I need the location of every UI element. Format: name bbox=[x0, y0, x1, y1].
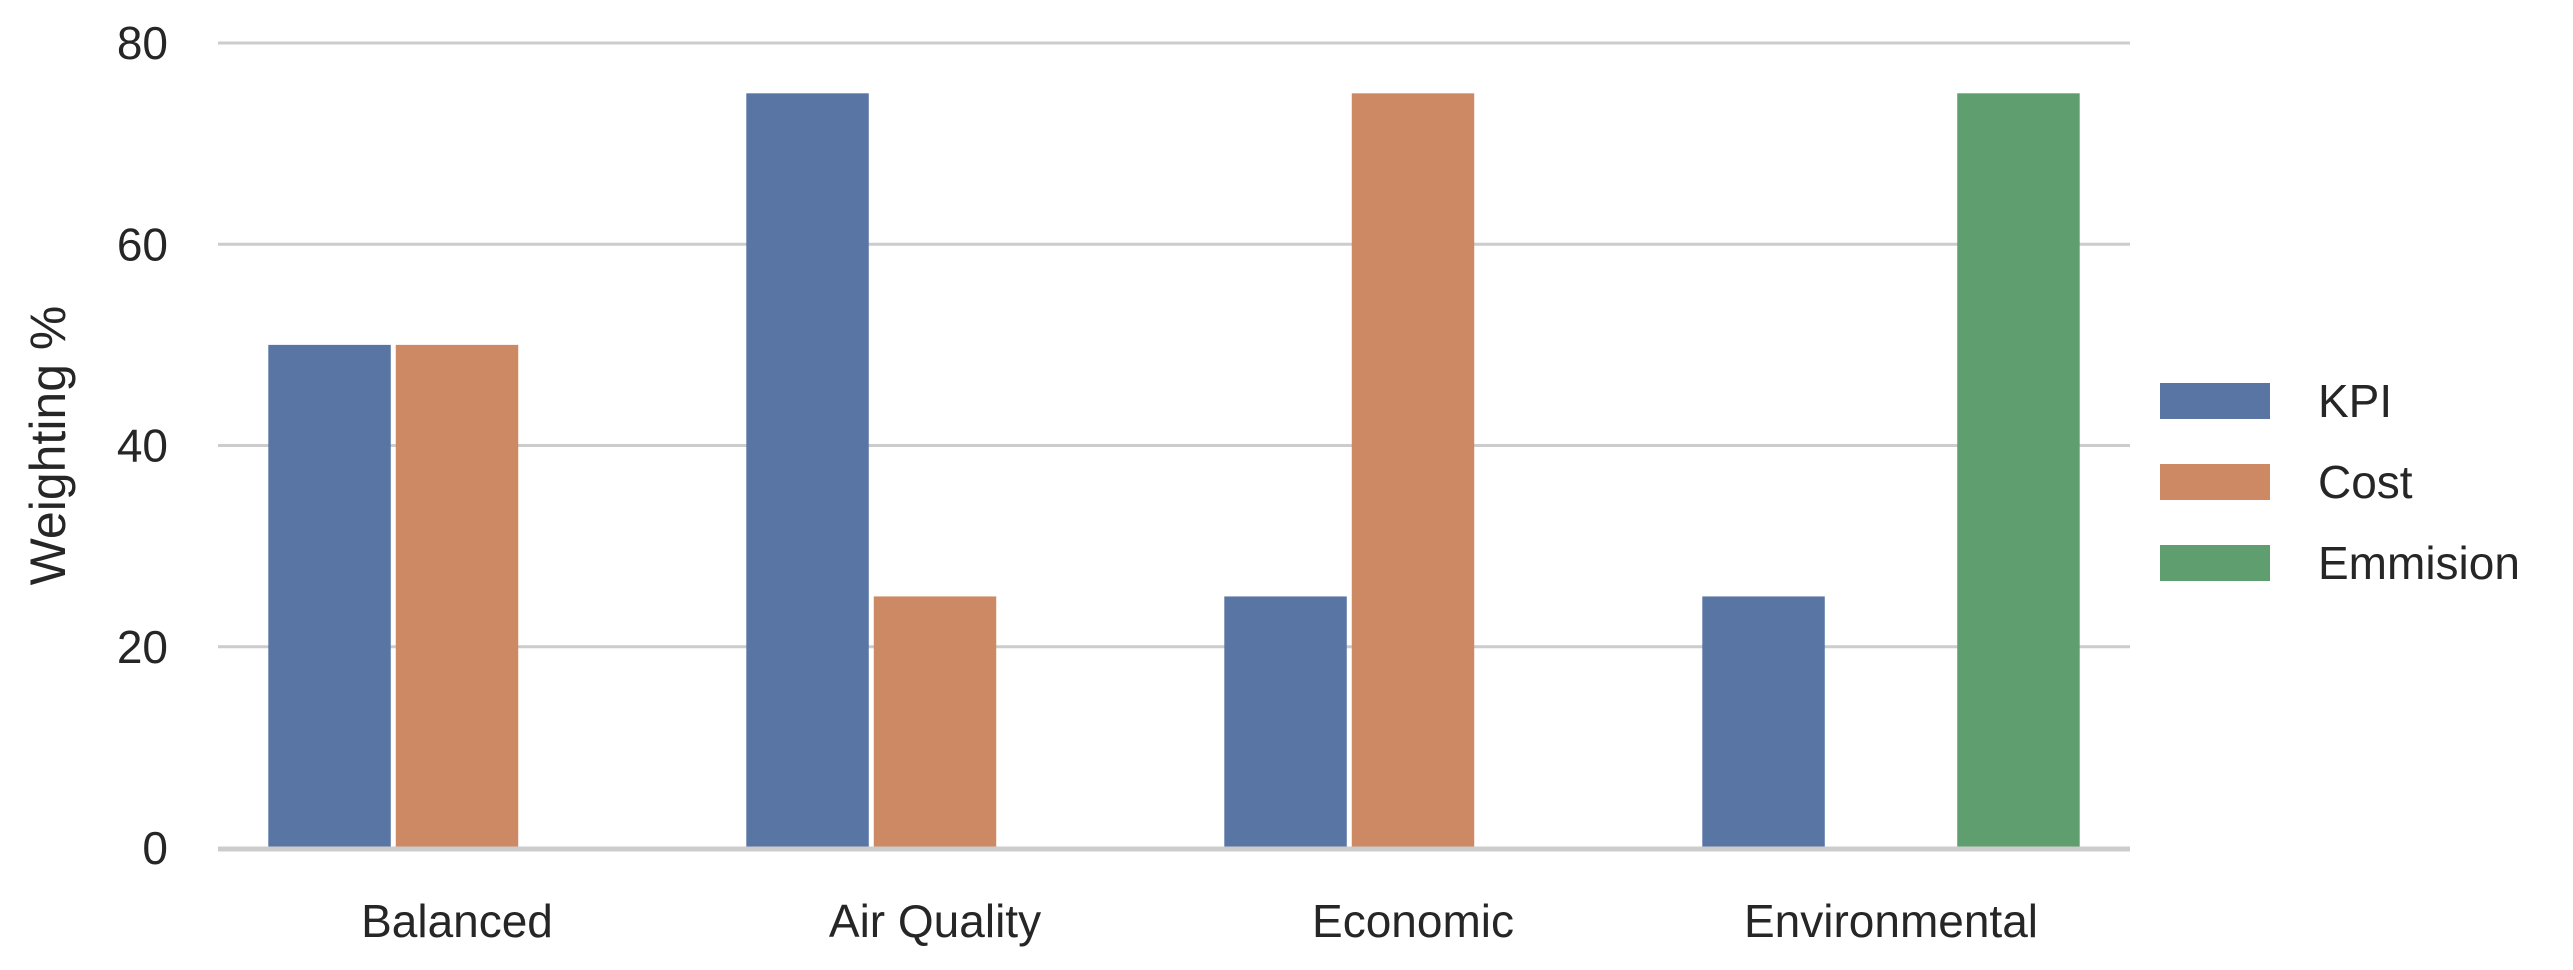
legend-label-kpi: KPI bbox=[2318, 375, 2392, 427]
legend-label-cost: Cost bbox=[2318, 456, 2413, 508]
y-tick-label-20: 20 bbox=[117, 621, 168, 673]
y-tick-label-80: 80 bbox=[117, 17, 168, 69]
bar-cost-economic bbox=[1351, 93, 1475, 848]
x-tick-label-economic: Economic bbox=[1312, 895, 1514, 947]
y-tick-label-40: 40 bbox=[117, 420, 168, 472]
bar-emmision-environmental bbox=[1957, 93, 2080, 848]
bar-kpi-environmental bbox=[1702, 596, 1825, 848]
x-tick-label-environmental: Environmental bbox=[1744, 895, 2038, 947]
legend-swatch-kpi bbox=[2160, 383, 2270, 419]
bar-kpi-air-quality bbox=[746, 93, 869, 848]
y-axis-label: Weighting % bbox=[20, 306, 76, 586]
y-tick-label-0: 0 bbox=[142, 822, 168, 874]
bar-kpi-economic bbox=[1224, 596, 1347, 848]
y-tick-label-60: 60 bbox=[117, 218, 168, 270]
x-tick-label-balanced: Balanced bbox=[361, 895, 553, 947]
bars bbox=[268, 93, 2080, 848]
legend-label-emmision: Emmision bbox=[2318, 537, 2520, 589]
bar-cost-balanced bbox=[395, 344, 519, 848]
y-tick-labels: 0 20 40 60 80 bbox=[117, 17, 168, 874]
legend: KPI Cost Emmision bbox=[2160, 375, 2520, 589]
legend-swatch-emmision bbox=[2160, 545, 2270, 581]
legend-swatch-cost bbox=[2160, 464, 2270, 500]
bar-kpi-balanced bbox=[268, 344, 391, 848]
x-tick-labels: Balanced Air Quality Economic Environmental bbox=[361, 895, 2038, 947]
bar-cost-air-quality bbox=[873, 596, 997, 848]
x-tick-label-air-quality: Air Quality bbox=[829, 895, 1041, 947]
